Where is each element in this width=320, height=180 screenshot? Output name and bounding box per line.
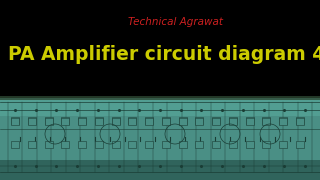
Bar (128, 118, 136, 125)
Bar (279, 141, 287, 148)
Bar (0, 160, 320, 180)
Bar (145, 117, 153, 124)
Bar (128, 117, 136, 124)
Bar (179, 117, 187, 124)
Bar (28, 117, 36, 124)
Bar (112, 117, 120, 124)
Bar (28, 118, 36, 125)
Bar (0, 96, 320, 116)
Bar (212, 118, 220, 125)
Bar (61, 141, 69, 148)
Bar (95, 118, 103, 125)
Bar (162, 117, 170, 124)
Bar (179, 118, 187, 125)
Bar (296, 118, 304, 125)
Bar (296, 117, 304, 124)
Bar (28, 141, 36, 148)
Bar (229, 117, 237, 124)
Bar (95, 117, 103, 124)
Bar (95, 141, 103, 148)
Bar (279, 117, 287, 124)
Bar (246, 141, 254, 148)
Bar (78, 117, 86, 124)
Bar (44, 118, 52, 125)
Bar (212, 141, 220, 148)
Bar (145, 141, 153, 148)
Bar (212, 117, 220, 124)
Bar (162, 141, 170, 148)
Bar (78, 141, 86, 148)
Bar (196, 118, 204, 125)
Bar (246, 117, 254, 124)
Bar (11, 117, 19, 124)
Bar (44, 141, 52, 148)
Bar (0, 98, 320, 180)
Text: Technical Agrawat: Technical Agrawat (127, 17, 222, 27)
Bar (262, 118, 270, 125)
Bar (162, 118, 170, 125)
Bar (229, 118, 237, 125)
Bar (112, 118, 120, 125)
Bar (262, 141, 270, 148)
Bar (196, 141, 204, 148)
Bar (78, 118, 86, 125)
Bar (61, 117, 69, 124)
Bar (0, 96, 320, 100)
Bar (262, 117, 270, 124)
Bar (44, 117, 52, 124)
Bar (61, 118, 69, 125)
Bar (145, 118, 153, 125)
Text: PA Amplifier circuit diagram 45 watt: PA Amplifier circuit diagram 45 watt (8, 46, 320, 64)
Bar (229, 141, 237, 148)
Bar (279, 118, 287, 125)
Bar (128, 141, 136, 148)
Bar (246, 118, 254, 125)
Bar (11, 118, 19, 125)
Bar (179, 141, 187, 148)
Bar (196, 117, 204, 124)
Bar (112, 141, 120, 148)
Bar (296, 141, 304, 148)
Bar (11, 141, 19, 148)
